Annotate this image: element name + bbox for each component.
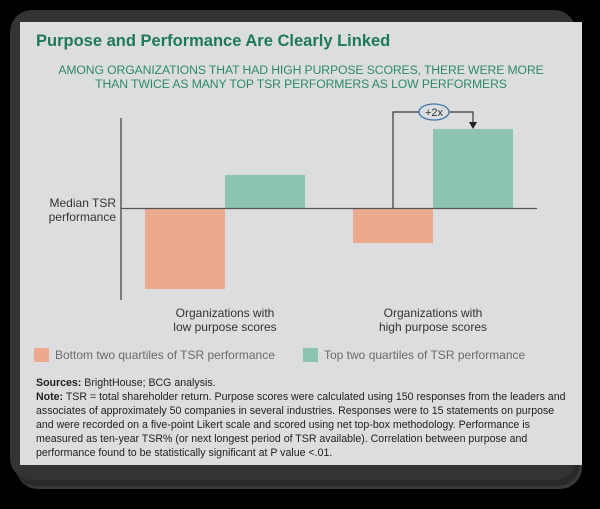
- category-high-line-2: high purpose scores: [378, 320, 488, 334]
- subtitle-line-1: AMONG ORGANIZATIONS THAT HAD HIGH PURPOS…: [58, 63, 544, 77]
- y-axis-label: Median TSR performance: [40, 196, 116, 224]
- y-axis-label-line-2: performance: [48, 210, 116, 224]
- bracket-left: [392, 111, 419, 208]
- arrow-down-icon: [469, 122, 477, 129]
- category-high-line-1: Organizations with: [383, 306, 483, 320]
- bar-high-top: [433, 129, 513, 208]
- bracket-right: [449, 111, 474, 123]
- legend-item-bottom: Bottom two quartiles of TSR performance: [34, 348, 275, 362]
- sources-line: Sources: BrightHouse; BCG analysis.: [36, 376, 566, 390]
- sources-text: BrightHouse; BCG analysis.: [81, 377, 216, 389]
- annotation-label: +2x: [425, 107, 444, 119]
- chart-title: Purpose and Performance Are Clearly Link…: [36, 32, 391, 50]
- note-label: Note:: [36, 391, 64, 403]
- note-paragraph: Note: TSR = total shareholder return. Pu…: [36, 390, 566, 460]
- legend-label-top: Top two quartiles of TSR performance: [324, 348, 526, 362]
- subtitle-line-2: THAN TWICE AS MANY TOP TSR PERFORMERS AS…: [95, 77, 507, 91]
- source-notes: Sources: BrightHouse; BCG analysis. Note…: [36, 376, 566, 460]
- category-low-line-2: low purpose scores: [173, 320, 277, 334]
- sources-label: Sources:: [36, 377, 82, 389]
- legend-swatch-top: [303, 348, 318, 362]
- category-label-high: Organizations with high purpose scores: [353, 306, 513, 334]
- note-text: TSR = total shareholder return. Purpose …: [36, 391, 566, 459]
- category-low-line-1: Organizations with: [175, 306, 275, 320]
- annotation-oval: [418, 103, 450, 121]
- legend-item-top: Top two quartiles of TSR performance: [303, 348, 525, 362]
- bar-low-bottom: [145, 209, 225, 289]
- bar-high-bottom: [353, 209, 433, 243]
- y-axis-label-line-1: Median TSR: [49, 196, 116, 210]
- category-label-low: Organizations with low purpose scores: [145, 306, 305, 334]
- chart-card: [20, 22, 582, 465]
- chart-subtitle: AMONG ORGANIZATIONS THAT HAD HIGH PURPOS…: [20, 63, 582, 91]
- bar-low-top: [225, 175, 305, 208]
- legend-swatch-bottom: [34, 348, 49, 362]
- legend-label-bottom: Bottom two quartiles of TSR performance: [55, 348, 275, 362]
